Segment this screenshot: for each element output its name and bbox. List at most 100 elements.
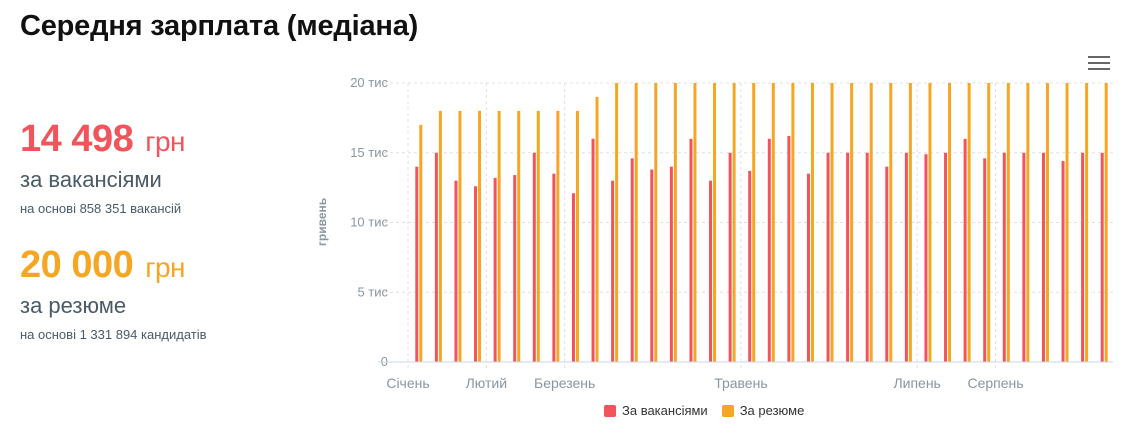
- y-tick-label: 20 тис: [350, 75, 388, 90]
- bar-resumes: [732, 83, 736, 362]
- bar-resumes: [634, 83, 638, 362]
- vacancies-stat: 14 498 грн за вакансіями на основі 858 35…: [20, 118, 185, 216]
- y-axis-label: гривень: [315, 198, 329, 246]
- legend-swatch-resumes: [721, 404, 734, 417]
- bar-resumes: [830, 83, 834, 362]
- x-tick-label: Травень: [714, 375, 767, 391]
- bar-vacancies: [1041, 152, 1045, 362]
- bar-resumes: [869, 83, 873, 362]
- bar-vacancies: [493, 177, 497, 362]
- bar-resumes: [575, 110, 579, 363]
- bar-vacancies: [591, 138, 595, 362]
- bar-vacancies: [434, 152, 438, 362]
- bar-resumes: [673, 83, 677, 362]
- vacancies-median: 14 498 грн: [20, 118, 185, 161]
- bar-vacancies: [1022, 152, 1026, 362]
- bar-resumes: [771, 83, 775, 362]
- bar-resumes: [850, 83, 854, 362]
- bar-vacancies: [885, 166, 889, 362]
- bar-resumes: [1006, 83, 1010, 362]
- bar-resumes: [497, 110, 501, 363]
- bar-vacancies: [611, 180, 615, 362]
- bar-resumes: [948, 83, 952, 362]
- bar-resumes: [438, 110, 442, 363]
- x-tick-label: Січень: [386, 375, 429, 391]
- legend-label-resumes: За резюме: [739, 403, 805, 418]
- bar-resumes: [517, 110, 521, 363]
- bar-vacancies: [787, 136, 791, 362]
- bar-vacancies: [1061, 161, 1065, 362]
- hamburger-menu-icon[interactable]: [1088, 56, 1110, 72]
- bar-resumes: [1065, 83, 1069, 362]
- bar-resumes: [791, 83, 795, 362]
- legend-item-resumes[interactable]: За резюме: [721, 403, 805, 418]
- bar-resumes: [928, 83, 932, 362]
- bar-resumes: [987, 83, 991, 362]
- resumes-stat: 20 000 грн за резюме на основі 1 331 894 …: [20, 244, 207, 342]
- bar-vacancies: [669, 166, 673, 362]
- bar-resumes: [615, 83, 619, 362]
- bar-resumes: [536, 110, 540, 363]
- bar-resumes: [1104, 83, 1108, 362]
- bar-vacancies: [846, 152, 850, 362]
- x-tick-label: Лютий: [466, 375, 507, 391]
- resumes-currency: грн: [145, 252, 185, 283]
- bar-vacancies: [513, 175, 517, 362]
- bar-vacancies: [806, 173, 810, 362]
- bar-resumes: [810, 83, 814, 362]
- bar-vacancies: [944, 152, 948, 362]
- bar-resumes: [654, 83, 658, 362]
- bar-resumes: [889, 83, 893, 362]
- bar-vacancies: [532, 152, 536, 362]
- bar-vacancies: [904, 152, 908, 362]
- bar-vacancies: [571, 193, 575, 362]
- chart-legend: За вакансіями За резюме: [604, 403, 804, 418]
- bar-vacancies: [474, 186, 478, 362]
- bar-vacancies: [767, 138, 771, 362]
- bar-resumes: [713, 83, 717, 362]
- bar-vacancies: [689, 138, 693, 362]
- bar-resumes: [1045, 83, 1049, 362]
- bar-resumes: [1085, 83, 1089, 362]
- bar-vacancies: [1100, 152, 1104, 362]
- bar-resumes: [478, 110, 482, 363]
- bar-vacancies: [1081, 152, 1085, 362]
- bar-vacancies: [748, 170, 752, 362]
- bar-vacancies: [709, 180, 713, 362]
- bar-resumes: [908, 83, 912, 362]
- x-tick-label: Липень: [893, 375, 940, 391]
- vacancies-label: за вакансіями: [20, 167, 162, 192]
- y-tick-label: 10 тис: [350, 215, 388, 230]
- resumes-median-value: 20 000: [20, 244, 134, 286]
- y-tick-label: 15 тис: [350, 145, 388, 160]
- bar-vacancies: [415, 166, 419, 362]
- x-tick-label: Серпень: [967, 375, 1023, 391]
- bar-resumes: [419, 124, 423, 362]
- bar-resumes: [595, 96, 599, 362]
- bar-vacancies: [630, 158, 634, 362]
- vacancies-currency: грн: [145, 126, 185, 157]
- page-title: Середня зарплата (медіана): [20, 10, 419, 42]
- bar-vacancies: [924, 154, 928, 362]
- vacancies-median-value: 14 498: [20, 118, 134, 160]
- legend-label-vacancies: За вакансіями: [622, 403, 708, 418]
- bar-resumes: [556, 110, 560, 363]
- resumes-note: на основі 1 331 894 кандидатів: [20, 327, 207, 342]
- bar-vacancies: [865, 152, 869, 362]
- vacancies-note: на основі 858 351 вакансій: [20, 201, 182, 216]
- bar-vacancies: [1002, 152, 1006, 362]
- bar-resumes: [458, 110, 462, 363]
- resumes-median: 20 000 грн: [20, 244, 207, 287]
- y-tick-label: 5 тис: [357, 284, 388, 299]
- legend-item-vacancies[interactable]: За вакансіями: [604, 403, 708, 418]
- bar-vacancies: [728, 152, 732, 362]
- bar-resumes: [967, 83, 971, 362]
- bar-vacancies: [552, 173, 556, 362]
- bar-vacancies: [650, 169, 654, 362]
- bar-vacancies: [983, 158, 987, 362]
- legend-swatch-vacancies: [604, 404, 616, 417]
- bar-resumes: [693, 83, 697, 362]
- bar-vacancies: [826, 152, 830, 362]
- bar-vacancies: [454, 180, 458, 362]
